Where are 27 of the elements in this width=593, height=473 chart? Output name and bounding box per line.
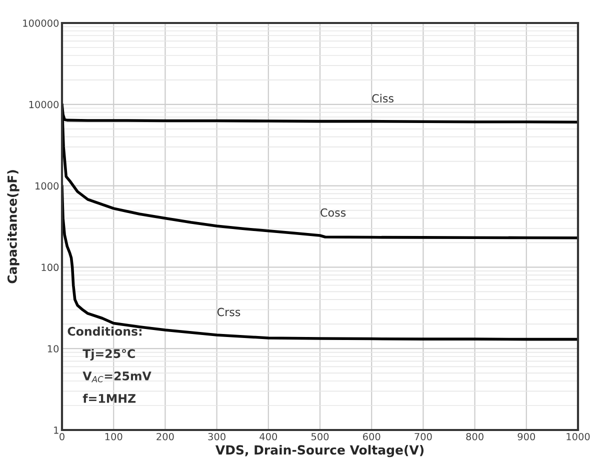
x-tick-label: 0 — [60, 432, 64, 440]
x-tick-label: 300 — [208, 432, 226, 440]
x-tick-label: 200 — [156, 432, 174, 440]
x-tick-label: 600 — [363, 432, 380, 440]
y-tick-label: 10 — [48, 345, 59, 352]
y-tick-label: 10000 — [29, 100, 59, 108]
series-label: Ciss — [372, 94, 394, 103]
y-tick-label: 1000 — [36, 182, 59, 190]
x-tick-label: 500 — [311, 432, 329, 440]
y-tick-label: 100 — [42, 264, 59, 272]
x-tick-label: 400 — [260, 432, 278, 440]
annotation: Conditions: — [68, 326, 142, 336]
x-tick-label: 100 — [105, 432, 122, 440]
annotation: f=1MHZ — [82, 394, 136, 403]
series-label: Crss — [217, 308, 240, 316]
x-axis-title: VDS, Drain-Source Voltage(V) — [215, 444, 424, 458]
x-tick-label: 700 — [414, 432, 432, 440]
x-tick-label: 900 — [518, 432, 536, 440]
line-series — [62, 184, 578, 341]
y-tick-label: 1 — [54, 426, 58, 434]
annotation: Tj=25°C — [82, 348, 135, 360]
annotation: V$_{AC}$=25mV — [82, 371, 152, 382]
x-tick-label: 800 — [466, 432, 484, 440]
x-tick-label: 1000 — [566, 432, 590, 440]
series-label: Coss — [320, 208, 346, 217]
y-tick-label: 100000 — [23, 19, 59, 27]
y-axis-title: Capacitance(pF) — [7, 170, 20, 284]
